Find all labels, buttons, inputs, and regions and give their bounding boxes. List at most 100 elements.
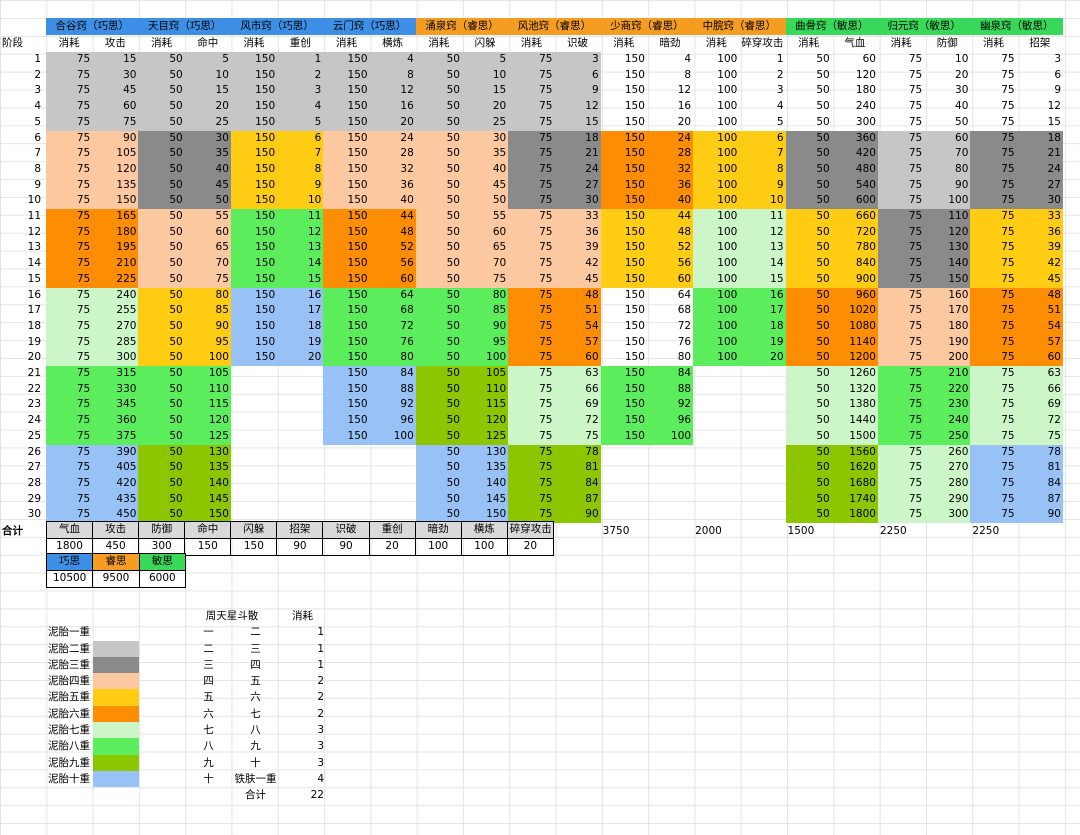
cost-cell[interactable]: 100 bbox=[693, 287, 740, 304]
cost-cell[interactable]: 50 bbox=[785, 334, 832, 351]
cost-cell[interactable]: 150 bbox=[323, 366, 370, 382]
value-cell[interactable]: 60 bbox=[1016, 350, 1063, 367]
value-cell[interactable]: 76 bbox=[677, 335, 692, 348]
value-cell[interactable]: 60 bbox=[184, 224, 231, 241]
cost-cell[interactable] bbox=[693, 429, 739, 445]
value-cell[interactable]: 600 bbox=[831, 193, 878, 210]
value-cell[interactable]: 70 bbox=[462, 256, 509, 272]
pill-cost[interactable]: 3 bbox=[317, 740, 324, 753]
value-cell[interactable]: 21 bbox=[554, 146, 601, 162]
value-cell[interactable]: 780 bbox=[831, 240, 878, 257]
cost-cell[interactable]: 75 bbox=[970, 256, 1017, 272]
value-cell[interactable]: 375 bbox=[92, 428, 139, 445]
value-cell[interactable]: 1260 bbox=[831, 366, 878, 382]
value-cell[interactable]: 20 bbox=[739, 350, 786, 367]
value-cell[interactable]: 40 bbox=[955, 100, 969, 113]
cost-cell[interactable]: 75 bbox=[46, 130, 93, 147]
value-cell[interactable]: 54 bbox=[554, 318, 601, 335]
acupoint-header[interactable]: 涌泉窍（睿思） bbox=[415, 18, 509, 35]
cost-cell[interactable]: 75 bbox=[46, 256, 93, 272]
cost-cell[interactable]: 150 bbox=[600, 366, 647, 382]
value-cell[interactable]: 6 bbox=[739, 130, 786, 147]
value-cell[interactable]: 72 bbox=[369, 318, 416, 335]
pill-cost[interactable]: 1 bbox=[317, 626, 324, 639]
value-cell[interactable] bbox=[739, 413, 785, 429]
cost-cell[interactable]: 50 bbox=[138, 287, 185, 304]
cost-cell[interactable]: 50 bbox=[138, 193, 185, 210]
cost-cell[interactable]: 50 bbox=[415, 114, 462, 131]
cost-cell[interactable]: 50 bbox=[785, 507, 832, 524]
cost-cell[interactable]: 150 bbox=[323, 193, 370, 210]
value-cell[interactable]: 5 bbox=[776, 115, 784, 128]
value-cell[interactable]: 90 bbox=[1016, 507, 1063, 524]
cost-cell[interactable]: 150 bbox=[230, 83, 278, 100]
value-cell[interactable]: 450 bbox=[92, 507, 139, 524]
value-cell[interactable]: 11 bbox=[739, 209, 786, 225]
thinking-value[interactable]: 6000 bbox=[139, 570, 187, 588]
value-cell[interactable]: 100 bbox=[462, 350, 509, 367]
value-cell[interactable]: 8 bbox=[739, 161, 786, 178]
cost-cell[interactable] bbox=[323, 476, 369, 492]
value-cell[interactable]: 5 bbox=[462, 52, 509, 68]
cost-cell[interactable]: 75 bbox=[46, 177, 93, 194]
value-cell[interactable]: 78 bbox=[1016, 444, 1063, 461]
cost-cell[interactable]: 50 bbox=[785, 271, 832, 288]
value-cell[interactable]: 81 bbox=[1016, 460, 1063, 476]
cost-cell[interactable]: 50 bbox=[816, 100, 830, 113]
cost-cell[interactable] bbox=[693, 476, 739, 492]
cost-cell[interactable]: 50 bbox=[816, 68, 830, 81]
pill-cost[interactable]: 3 bbox=[317, 756, 324, 769]
value-cell[interactable]: 840 bbox=[831, 256, 878, 272]
value-cell[interactable]: 18 bbox=[1016, 130, 1063, 147]
cost-cell[interactable]: 150 bbox=[600, 224, 647, 241]
cost-cell[interactable]: 75 bbox=[877, 146, 925, 162]
cost-cell[interactable]: 50 bbox=[415, 209, 462, 225]
value-cell[interactable]: 115 bbox=[184, 397, 231, 414]
value-cell[interactable]: 12 bbox=[554, 99, 601, 115]
cost-cell[interactable]: 150 bbox=[323, 303, 370, 319]
cost-cell[interactable]: 75 bbox=[877, 161, 925, 178]
value-cell[interactable]: 80 bbox=[184, 287, 231, 304]
value-cell[interactable]: 68 bbox=[369, 303, 416, 319]
cost-cell[interactable]: 150 bbox=[600, 209, 647, 225]
cost-cell[interactable]: 75 bbox=[46, 146, 93, 162]
cost-cell[interactable]: 50 bbox=[138, 240, 185, 257]
cost-cell[interactable]: 150 bbox=[323, 114, 370, 131]
cost-cell[interactable]: 150 bbox=[624, 68, 645, 81]
stat-value[interactable]: 150 bbox=[184, 538, 232, 556]
cost-cell[interactable]: 100 bbox=[717, 53, 738, 65]
cost-cell[interactable]: 50 bbox=[415, 287, 462, 304]
cost-cell[interactable]: 100 bbox=[717, 115, 738, 128]
value-cell[interactable]: 1560 bbox=[831, 444, 878, 461]
value-cell[interactable]: 48 bbox=[554, 287, 601, 304]
value-cell[interactable]: 16 bbox=[677, 100, 692, 113]
cost-cell[interactable]: 75 bbox=[877, 444, 925, 461]
cost-cell[interactable] bbox=[231, 366, 277, 382]
cost-cell[interactable]: 75 bbox=[46, 209, 93, 225]
cost-cell[interactable]: 75 bbox=[970, 381, 1017, 398]
cost-cell[interactable]: 50 bbox=[785, 413, 832, 429]
cost-cell[interactable]: 75 bbox=[970, 397, 1017, 414]
cost-cell[interactable]: 75 bbox=[877, 256, 925, 272]
cost-cell[interactable] bbox=[231, 429, 277, 445]
value-cell[interactable]: 36 bbox=[554, 224, 601, 241]
value-cell[interactable]: 90 bbox=[462, 318, 509, 335]
value-cell[interactable]: 65 bbox=[462, 240, 509, 257]
value-cell[interactable]: 6 bbox=[554, 67, 601, 84]
cost-cell[interactable]: 150 bbox=[624, 304, 645, 317]
value-cell[interactable]: 18 bbox=[277, 318, 324, 335]
cost-cell[interactable]: 75 bbox=[46, 381, 93, 398]
value-cell[interactable]: 28 bbox=[369, 146, 416, 162]
cost-cell[interactable]: 150 bbox=[323, 334, 370, 351]
cost-cell[interactable]: 50 bbox=[138, 397, 185, 414]
cost-cell[interactable] bbox=[693, 397, 739, 413]
value-cell[interactable]: 30 bbox=[92, 67, 139, 84]
value-cell[interactable]: 21 bbox=[1016, 146, 1063, 162]
value-cell[interactable]: 52 bbox=[369, 240, 416, 257]
value-cell[interactable]: 16 bbox=[369, 99, 416, 115]
cost-cell[interactable]: 50 bbox=[138, 209, 185, 225]
cost-cell[interactable]: 150 bbox=[624, 288, 645, 301]
value-cell[interactable]: 36 bbox=[646, 177, 694, 194]
cost-cell[interactable]: 75 bbox=[508, 146, 555, 162]
cost-cell[interactable]: 75 bbox=[508, 256, 555, 272]
